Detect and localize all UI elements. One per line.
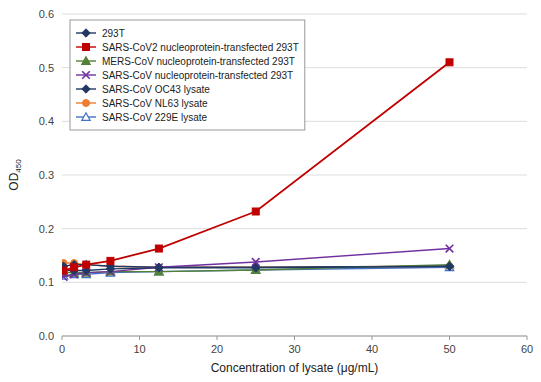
legend-marker	[83, 100, 90, 107]
legend-item: 293T	[76, 28, 125, 39]
x-tick-label: 50	[443, 343, 455, 355]
x-tick-label: 20	[211, 343, 223, 355]
series	[62, 262, 454, 275]
legend-marker	[82, 29, 90, 37]
data-point	[252, 208, 259, 215]
x-tick	[294, 336, 295, 340]
x-tick-label: 0	[59, 343, 65, 355]
y-tick-label: 0.2	[39, 223, 54, 235]
x-tick	[62, 336, 63, 340]
y-axis-label-subscript: 450	[14, 159, 23, 173]
data-point	[62, 267, 67, 274]
chart: 0.0 0.1 0.2 0.3 0.4 0.5 0.6 0 10 20 30 40 50 60 Concen…	[0, 0, 541, 382]
data-point	[446, 263, 453, 270]
legend-label: 293T	[102, 28, 125, 39]
data-point	[107, 257, 114, 264]
legend-item: SARS-CoV2 nucleoprotein-transfected 293T	[76, 42, 299, 53]
data-point	[62, 266, 68, 274]
x-tick-label: 10	[133, 343, 145, 355]
grid-line	[62, 228, 527, 229]
series	[62, 245, 453, 281]
y-tick-label: 0.1	[39, 276, 54, 288]
data-point	[445, 262, 453, 270]
axes: 0.0 0.1 0.2 0.3 0.4 0.5 0.6 0 10 20 30 40 50 60	[39, 8, 533, 355]
legend-item: SARS-CoV 229E lysate	[76, 112, 207, 123]
data-point	[155, 245, 162, 252]
data-point	[106, 265, 114, 273]
data-point	[155, 263, 163, 271]
x-axis-label: Concentration of lysate (μg/mL)	[211, 361, 379, 375]
legend-label: SARS-CoV OC43 lysate	[102, 84, 210, 95]
legend: 293T SARS-CoV2 nucleoprotein-transfected …	[70, 20, 305, 130]
grid-line	[62, 175, 527, 176]
data-point	[252, 264, 260, 272]
data-point	[445, 262, 453, 270]
legend-marker	[82, 71, 90, 79]
y-tick-label: 0.6	[39, 8, 54, 20]
data-point	[155, 264, 163, 272]
series-line	[64, 265, 450, 273]
data-point	[155, 264, 163, 272]
data-point	[83, 261, 90, 268]
legend-item: SARS-CoV nucleoprotein-transfected 293T	[76, 70, 293, 81]
grid-line	[62, 282, 527, 283]
legend-marker	[82, 57, 90, 65]
legend-label: SARS-CoV NL63 lysate	[102, 98, 208, 109]
data-point	[82, 260, 90, 268]
x-tick	[217, 336, 218, 340]
legend-marker	[82, 85, 90, 93]
legend-item: SARS-CoV OC43 lysate	[76, 84, 210, 95]
x-tick	[139, 336, 140, 340]
series-line	[64, 249, 450, 277]
y-tick-label: 0.5	[39, 62, 54, 74]
legend-marker	[83, 44, 90, 51]
series	[62, 260, 454, 276]
legend-item: MERS-CoV nucleoprotein-transfected 293T	[76, 56, 295, 67]
data-point	[446, 59, 453, 66]
legend-label: SARS-CoV 229E lysate	[102, 112, 207, 123]
x-tick-label: 40	[366, 343, 378, 355]
legend-label: SARS-CoV2 nucleoprotein-transfected 293T	[102, 42, 299, 53]
legend-item: SARS-CoV NL63 lysate	[76, 98, 208, 109]
data-point	[71, 264, 78, 271]
y-tick-label: 0.3	[39, 169, 54, 181]
x-tick	[372, 336, 373, 340]
y-tick-label: 0.0	[39, 330, 54, 342]
y-axis-label-main: OD	[7, 172, 21, 190]
data-point	[83, 261, 90, 268]
y-axis-label: OD450	[7, 159, 23, 191]
legend-label: MERS-CoV nucleoprotein-transfected 293T	[102, 56, 295, 67]
legend-box	[70, 20, 305, 130]
x-tick	[527, 336, 528, 340]
data-point	[446, 245, 454, 253]
grid-line	[62, 14, 527, 15]
x-tick	[449, 336, 450, 340]
y-tick-label: 0.4	[39, 115, 54, 127]
legend-label: SARS-CoV nucleoprotein-transfected 293T	[102, 70, 293, 81]
x-tick-label: 60	[521, 343, 533, 355]
legend-marker	[82, 113, 90, 121]
x-tick-label: 30	[288, 343, 300, 355]
